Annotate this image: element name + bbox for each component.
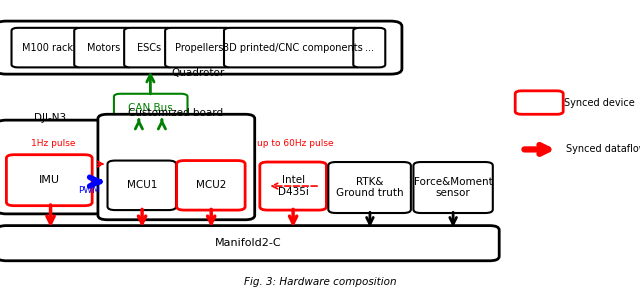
Text: M100 rack: M100 rack [22,42,73,53]
Text: DJI-N3: DJI-N3 [35,113,67,123]
Text: ESCs: ESCs [137,42,161,53]
FancyBboxPatch shape [114,94,188,123]
Text: 1Hz pulse: 1Hz pulse [31,139,76,148]
Text: 3D printed/CNC components: 3D printed/CNC components [223,42,363,53]
FancyBboxPatch shape [515,91,563,114]
FancyBboxPatch shape [0,120,104,214]
Text: Customized board: Customized board [129,108,223,118]
FancyBboxPatch shape [6,155,92,206]
FancyBboxPatch shape [108,161,176,210]
Text: Force&Moment
sensor: Force&Moment sensor [413,177,493,198]
FancyBboxPatch shape [124,28,174,67]
Text: Synced dataflow: Synced dataflow [566,144,640,154]
Text: ...: ... [365,42,374,53]
FancyBboxPatch shape [0,226,499,261]
FancyBboxPatch shape [328,162,411,213]
Text: Propellers: Propellers [175,42,223,53]
FancyBboxPatch shape [12,28,83,67]
Text: Intel
D435i: Intel D435i [278,175,308,197]
Text: IMU: IMU [39,175,60,185]
Text: MCU1: MCU1 [127,180,157,190]
FancyBboxPatch shape [177,161,245,210]
FancyBboxPatch shape [413,162,493,213]
FancyBboxPatch shape [165,28,232,67]
FancyBboxPatch shape [260,162,326,210]
FancyBboxPatch shape [98,114,255,220]
FancyBboxPatch shape [74,28,133,67]
Text: Motors: Motors [87,42,120,53]
FancyBboxPatch shape [353,28,385,67]
Text: MCU2: MCU2 [196,180,226,190]
Text: PWM: PWM [79,186,100,195]
Text: Synced device: Synced device [564,98,636,108]
FancyBboxPatch shape [224,28,362,67]
Text: Manifold2-C: Manifold2-C [214,238,282,248]
Text: Quadrotor: Quadrotor [172,68,225,78]
Text: Fig. 3: Hardware composition: Fig. 3: Hardware composition [244,277,396,287]
FancyBboxPatch shape [0,21,402,74]
Text: RTK&
Ground truth: RTK& Ground truth [336,177,403,198]
Text: CAN Bus: CAN Bus [129,103,173,113]
Text: up to 60Hz pulse: up to 60Hz pulse [257,139,334,148]
